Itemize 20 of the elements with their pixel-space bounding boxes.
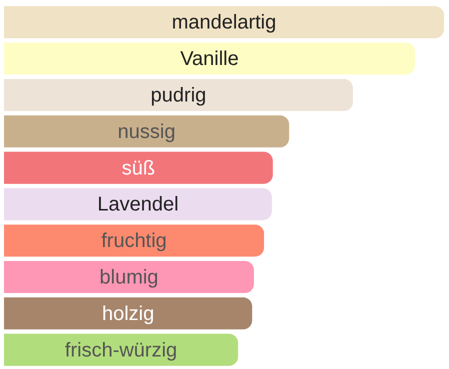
y-tick-label: Lavendel [97, 194, 179, 216]
bar [4, 6, 444, 38]
y-tick-label: fruchtig [101, 230, 167, 252]
y-tick-label: mandelartig [172, 12, 276, 34]
bar [4, 297, 252, 330]
bar [4, 115, 290, 148]
bar [4, 334, 238, 366]
y-tick-label: pudrig [150, 84, 206, 107]
y-tick-label: Vanille [180, 48, 239, 70]
bar [4, 42, 415, 75]
y-tick-label: blumig [100, 266, 158, 289]
bar [4, 260, 254, 294]
bar [4, 188, 272, 220]
bar [4, 224, 264, 257]
bar [4, 152, 273, 184]
y-tick-label: nussig [118, 120, 176, 143]
y-tick-label: frisch-würzig [64, 339, 178, 362]
y-tick-label: süß [122, 157, 156, 180]
y-tick-label: holzig [102, 302, 154, 325]
bar [4, 78, 353, 112]
